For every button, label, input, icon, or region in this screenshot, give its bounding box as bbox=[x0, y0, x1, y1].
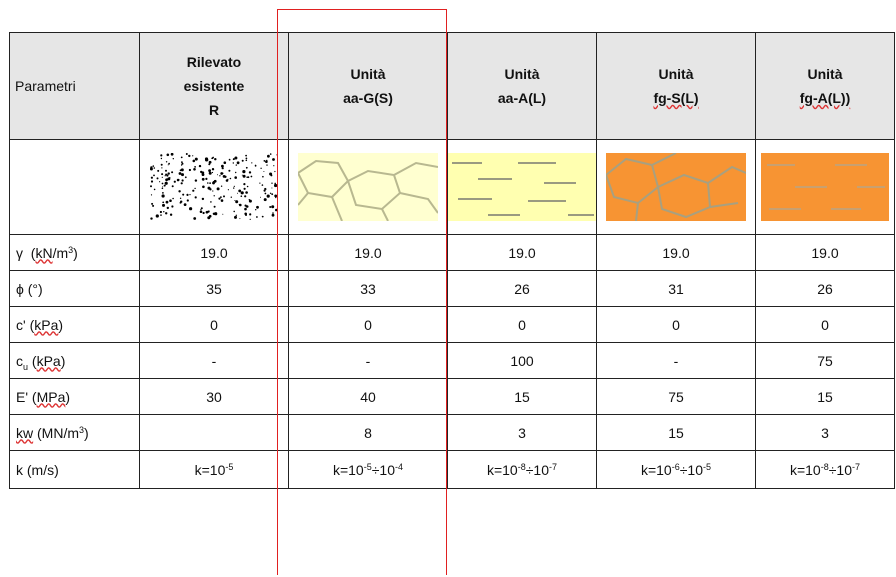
swatch-empty-cell bbox=[9, 139, 140, 235]
cu-value: 100 bbox=[447, 342, 597, 379]
header-rilevato: Rilevato esistente R bbox=[139, 32, 289, 140]
label-gamma: γ (kN/m3) bbox=[9, 234, 140, 271]
c-value: 0 bbox=[288, 306, 448, 343]
gamma-value: 19.0 bbox=[596, 234, 756, 271]
phi-value: 33 bbox=[288, 270, 448, 307]
label-k: k (m/s) bbox=[9, 450, 140, 489]
swatch-cell-aa-gs bbox=[288, 139, 448, 235]
cu-value: - bbox=[288, 342, 448, 379]
row-c: c' (kPa) 0 0 0 0 0 bbox=[9, 306, 895, 343]
gamma-value: 19.0 bbox=[139, 234, 289, 271]
row-gamma: γ (kN/m3) 19.0 19.0 19.0 19.0 19.0 bbox=[9, 234, 895, 271]
label-cu: cu (kPa) bbox=[9, 342, 140, 379]
phi-value: 26 bbox=[447, 270, 597, 307]
cu-value: 75 bbox=[755, 342, 895, 379]
swatch-cell-fg-sl bbox=[596, 139, 756, 235]
kw-value: 15 bbox=[596, 414, 756, 451]
e-value: 15 bbox=[755, 378, 895, 415]
label-phi: ϕ (°) bbox=[9, 270, 140, 307]
row-k: k (m/s) k=10-5 k=10-5÷10-4 k=10-8÷10-7 k… bbox=[9, 450, 895, 489]
label-e: E' (MPa) bbox=[9, 378, 140, 415]
header-aa-gs: Unità aa-G(S) bbox=[288, 32, 448, 140]
cu-value: - bbox=[596, 342, 756, 379]
header-fg-sl: Unità fg-S(L) bbox=[596, 32, 756, 140]
k-value: k=10-8÷10-7 bbox=[447, 450, 597, 489]
kw-value bbox=[139, 414, 289, 451]
swatch-cell-rilevato bbox=[139, 139, 289, 235]
e-value: 40 bbox=[288, 378, 448, 415]
c-value: 0 bbox=[447, 306, 597, 343]
swatch-row bbox=[9, 139, 895, 235]
kw-value: 3 bbox=[755, 414, 895, 451]
k-value: k=10-5÷10-4 bbox=[288, 450, 448, 489]
e-value: 75 bbox=[596, 378, 756, 415]
swatch-cell-aa-al bbox=[447, 139, 597, 235]
row-e: E' (MPa) 30 40 15 75 15 bbox=[9, 378, 895, 415]
phi-value: 26 bbox=[755, 270, 895, 307]
gravel-sand-pattern-icon bbox=[298, 153, 438, 221]
phi-value: 31 bbox=[596, 270, 756, 307]
phi-value: 35 bbox=[139, 270, 289, 307]
parameters-table: Parametri Rilevato esistente R Unità aa-… bbox=[9, 32, 895, 489]
c-value: 0 bbox=[755, 306, 895, 343]
e-value: 15 bbox=[447, 378, 597, 415]
swatch-cell-fg-al bbox=[755, 139, 895, 235]
header-row: Parametri Rilevato esistente R Unità aa-… bbox=[9, 32, 895, 140]
sand-silt-pattern-icon bbox=[606, 153, 746, 221]
kw-value: 3 bbox=[447, 414, 597, 451]
kw-value: 8 bbox=[288, 414, 448, 451]
k-value: k=10-5 bbox=[139, 450, 289, 489]
k-value: k=10-8÷10-7 bbox=[755, 450, 895, 489]
gamma-value: 19.0 bbox=[447, 234, 597, 271]
row-phi: ϕ (°) 35 33 26 31 26 bbox=[9, 270, 895, 307]
silt-clay-pattern-icon bbox=[761, 153, 889, 221]
header-parametri: Parametri bbox=[9, 32, 140, 140]
c-value: 0 bbox=[139, 306, 289, 343]
header-aa-al: Unità aa-A(L) bbox=[447, 32, 597, 140]
label-c: c' (kPa) bbox=[9, 306, 140, 343]
gamma-value: 19.0 bbox=[755, 234, 895, 271]
label-kw: kw (MN/m3) bbox=[9, 414, 140, 451]
cu-value: - bbox=[139, 342, 289, 379]
row-cu: cu (kPa) - - 100 - 75 bbox=[9, 342, 895, 379]
header-fg-al: Unità fg-A(L)) bbox=[755, 32, 895, 140]
gravel-pattern-icon bbox=[150, 153, 278, 221]
k-value: k=10-6÷10-5 bbox=[596, 450, 756, 489]
c-value: 0 bbox=[596, 306, 756, 343]
row-kw: kw (MN/m3) 8 3 15 3 bbox=[9, 414, 895, 451]
e-value: 30 bbox=[139, 378, 289, 415]
gravel-silt-pattern-icon bbox=[448, 153, 596, 221]
gamma-value: 19.0 bbox=[288, 234, 448, 271]
